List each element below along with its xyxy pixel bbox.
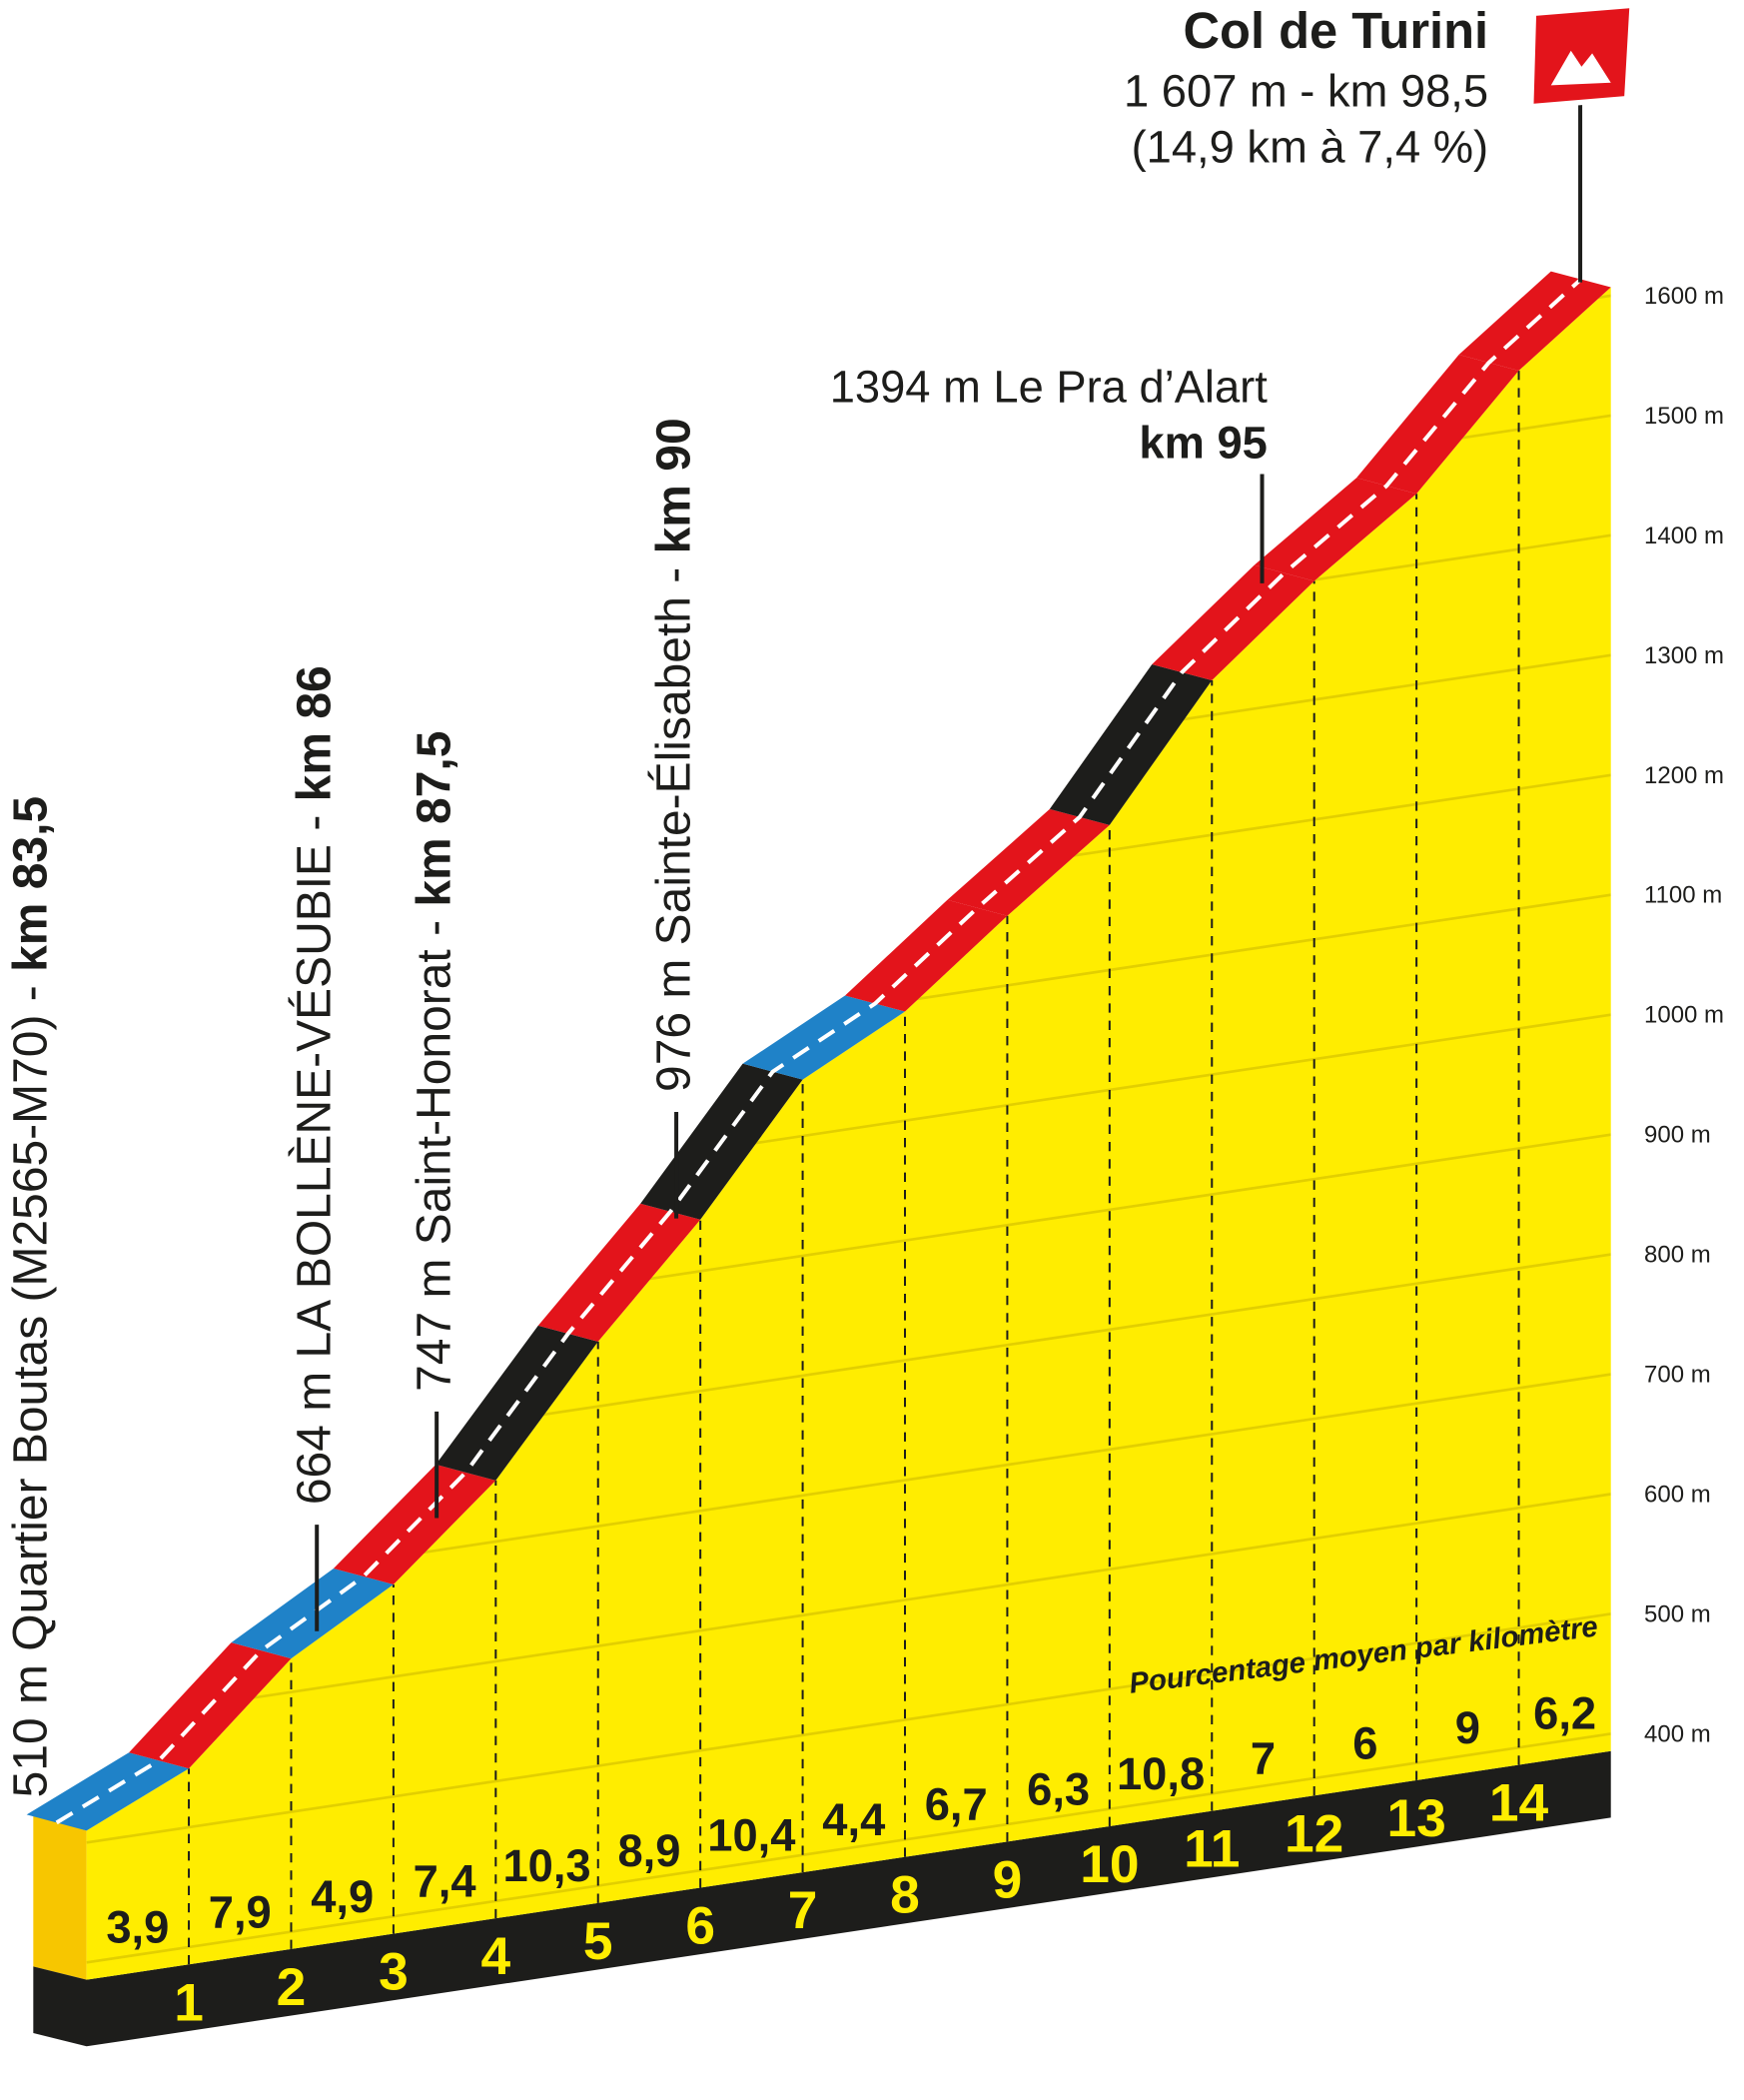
gradient-label: 7	[1251, 1733, 1276, 1784]
y-tick-label: 1300 m	[1644, 642, 1724, 669]
x-tick-label: 5	[583, 1912, 613, 1971]
x-tick-label: 10	[1080, 1835, 1139, 1894]
x-tick-label: 9	[993, 1850, 1023, 1909]
waypoint-name: 664 m LA BOLLÈNE-VÉSUBIE -	[289, 815, 342, 1506]
x-tick-label: 14	[1489, 1774, 1549, 1833]
grid-line	[86, 1493, 1611, 1724]
profile-area	[86, 287, 1611, 1980]
gradient-label: 3,9	[106, 1902, 169, 1953]
waypoint-label: 510 m Quartier Boutas (M2565-M70) - km 83…	[5, 796, 58, 1798]
y-tick-label: 1600 m	[1644, 283, 1724, 310]
gradient-label: 10,3	[502, 1840, 590, 1891]
y-tick-label: 900 m	[1644, 1122, 1711, 1149]
base-band	[33, 1750, 1611, 2047]
waypoint-label: 976 m Sainte-Élisabeth - km 90	[647, 418, 700, 1092]
gradient-label: 10,4	[707, 1809, 795, 1860]
x-tick-label: 11	[1184, 1820, 1240, 1879]
y-tick-label: 1100 m	[1644, 882, 1722, 909]
gradient-label: 6	[1352, 1717, 1377, 1768]
road-segment	[1254, 478, 1417, 581]
x-tick-label: 8	[890, 1866, 920, 1925]
y-tick-label: 1000 m	[1644, 1002, 1724, 1029]
waypoint-label: 747 m Saint-Honorat - km 87,5	[408, 731, 460, 1392]
y-tick-label: 700 m	[1644, 1362, 1711, 1389]
gradient-label: 6,2	[1533, 1687, 1596, 1738]
road-segment	[1356, 354, 1519, 495]
y-tick-label: 500 m	[1644, 1600, 1711, 1627]
x-tick-label: 7	[788, 1881, 818, 1940]
gradient-label: 4,9	[311, 1871, 374, 1922]
grid-line	[86, 1732, 1611, 1964]
waypoint-km: km 83,5	[5, 796, 58, 972]
x-tick-label: 12	[1285, 1804, 1343, 1863]
waypoint-km: km 86	[289, 665, 342, 801]
x-tick-label: 1	[174, 1973, 204, 2032]
y-tick-label: 600 m	[1644, 1481, 1711, 1508]
gradient-label: 7,9	[209, 1886, 272, 1937]
waypoint-label: 664 m LA BOLLÈNE-VÉSUBIE - km 86	[289, 665, 342, 1505]
summit-flag	[1527, 2, 1635, 110]
road-segment	[537, 1203, 701, 1342]
x-tick-label: 3	[379, 1943, 409, 2002]
y-tick-label: 1200 m	[1644, 762, 1724, 789]
x-tick-label: 4	[480, 1927, 510, 1986]
x-tick-label: 13	[1386, 1789, 1445, 1848]
y-tick-label: 1500 m	[1644, 403, 1724, 430]
gradient-label: 6,7	[925, 1779, 988, 1830]
x-tick-label: 6	[685, 1896, 715, 1955]
gradient-label: 6,3	[1027, 1763, 1090, 1814]
profile-layer: 400 m 500 m 600 m 700 m 800 m 900 m 1000 m 1100…	[26, 271, 1724, 2047]
summit-title: Col de Turini	[1183, 2, 1488, 59]
road-centerline	[55, 278, 1583, 1825]
waypoint-name: 510 m Quartier Boutas (M2565-M70) -	[5, 985, 58, 1797]
gradient-label: 4,4	[822, 1794, 885, 1845]
road-segment	[231, 1568, 394, 1659]
gradient-label: 7,4	[414, 1856, 476, 1907]
grid-line	[86, 1612, 1611, 1844]
left-face	[33, 1814, 87, 1980]
x-tick-label: 2	[277, 1958, 307, 2017]
waypoint-name: 976 m Sainte-Élisabeth -	[647, 567, 700, 1092]
summit-subtitle: 1 607 m - km 98,5	[1124, 66, 1488, 117]
waypoint-km: km 87,5	[408, 731, 460, 907]
y-tick-label: 400 m	[1644, 1720, 1711, 1747]
waypoint-name: 747 m Saint-Honorat -	[408, 920, 460, 1392]
summit-note: (14,9 km à 7,4 %)	[1132, 122, 1488, 173]
pass-km: km 95	[1139, 418, 1267, 469]
gradient-label: 8,9	[617, 1825, 680, 1876]
gradient-label: 9	[1455, 1702, 1480, 1753]
road-segment	[26, 1752, 190, 1831]
gradient-label: 10,8	[1117, 1748, 1205, 1799]
y-tick-label: 800 m	[1644, 1242, 1711, 1269]
y-tick-label: 1400 m	[1644, 523, 1724, 549]
flag-icon	[1550, 50, 1611, 86]
waypoint-km: km 90	[647, 418, 700, 553]
pass-name: 1394 m Le Pra d’Alart	[830, 362, 1269, 413]
